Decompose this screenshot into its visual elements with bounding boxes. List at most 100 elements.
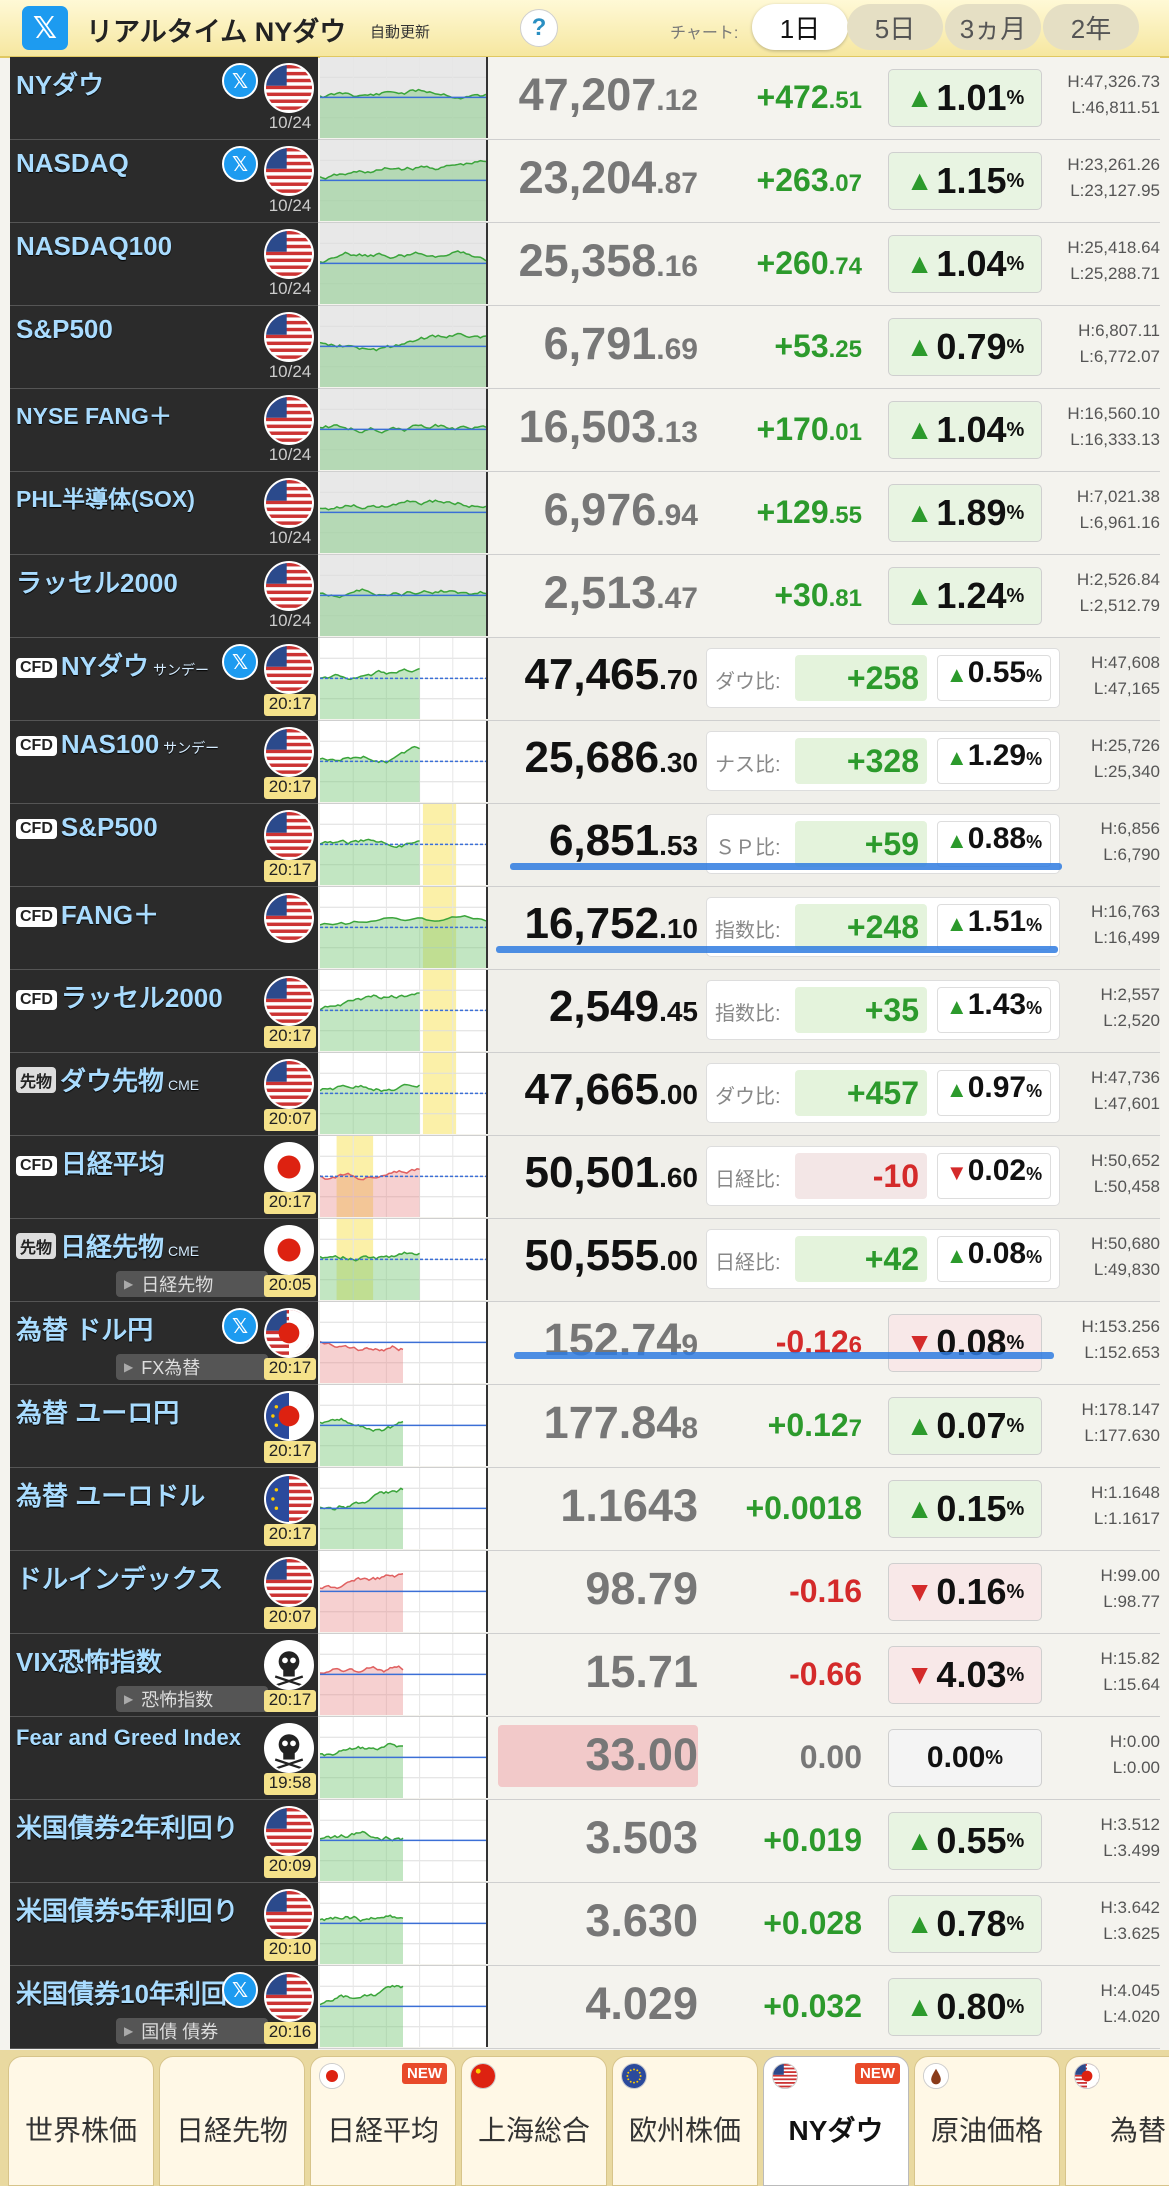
quote-label-panel[interactable]: CFD NYダウ サンデー 𝕏 20:17 (10, 638, 318, 721)
mini-chart[interactable] (320, 638, 488, 719)
x-share-icon[interactable]: 𝕏 (222, 63, 258, 99)
quote-row[interactable]: NYSE FANG＋ 10/24 16,503.13 +170.01 ▲ 1.04% H:1… (10, 389, 1160, 472)
mini-chart[interactable] (320, 1634, 488, 1715)
quote-name[interactable]: 先物 日経先物 CME (16, 1227, 199, 1264)
quote-label-panel[interactable]: CFD 日経平均 20:17 (10, 1136, 318, 1219)
quote-name[interactable]: NYダウ (16, 65, 104, 102)
nav-tab[interactable]: 上海総合 (461, 2056, 607, 2186)
sub-link-button[interactable]: ▶ 日経先物 (116, 1271, 268, 1297)
mini-chart[interactable] (320, 472, 488, 553)
quote-name[interactable]: 先物 ダウ先物 CME (16, 1061, 199, 1098)
quote-label-panel[interactable]: NASDAQ100 10/24 (10, 223, 318, 306)
mini-chart[interactable] (320, 389, 488, 470)
quote-row[interactable]: 為替 ユーロ円 20:17 177.848 +0.127 ▲ 0.07% H:178.147… (10, 1385, 1160, 1468)
quote-name[interactable]: NYSE FANG＋ (16, 397, 172, 431)
mini-chart[interactable] (320, 887, 488, 968)
quote-name[interactable]: NASDAQ100 (16, 231, 172, 262)
quote-row[interactable]: CFD 日経平均 20:17 50,501.60 日経比: -10 ▼0.02% H:… (10, 1136, 1160, 1219)
quote-name[interactable]: 為替 ユーロ円 (16, 1393, 179, 1430)
quote-row[interactable]: PHL半導体(SOX) 10/24 6,976.94 +129.55 ▲ 1.89% H:7… (10, 472, 1160, 555)
quote-label-panel[interactable]: Fear and Greed Index 19:58 (10, 1717, 318, 1800)
quote-label-panel[interactable]: 先物 ダウ先物 CME 20:07 (10, 1053, 318, 1136)
mini-chart[interactable] (320, 306, 488, 387)
quote-label-panel[interactable]: 為替 ユーロ円 20:17 (10, 1385, 318, 1468)
quote-label-panel[interactable]: 米国債券10年利回 𝕏 ▶ 国債 債券 20:16 (10, 1966, 318, 2049)
quote-label-panel[interactable]: VIX恐怖指数 ▶ 恐怖指数 20:17 (10, 1634, 318, 1717)
quote-label-panel[interactable]: 先物 日経先物 CME ▶ 日経先物 20:05 (10, 1219, 318, 1302)
mini-chart[interactable] (320, 1302, 488, 1383)
mini-chart[interactable] (320, 1053, 488, 1134)
quote-name[interactable]: NASDAQ (16, 148, 129, 179)
nav-tab[interactable]: NEW NYダウ (763, 2056, 909, 2186)
quote-name[interactable]: CFD S&P500 (16, 812, 158, 843)
quote-label-panel[interactable]: 米国債券5年利回り 20:10 (10, 1883, 318, 1966)
nav-tab[interactable]: 為替 (1065, 2056, 1169, 2186)
help-button[interactable]: ? (520, 9, 558, 47)
quote-label-panel[interactable]: PHL半導体(SOX) 10/24 (10, 472, 318, 555)
x-share-icon[interactable]: 𝕏 (222, 146, 258, 182)
x-share-icon[interactable]: 𝕏 (222, 1308, 258, 1344)
quote-name[interactable]: 米国債券5年利回り (16, 1891, 238, 1928)
quote-label-panel[interactable]: ラッセル2000 10/24 (10, 555, 318, 638)
quote-row[interactable]: CFD NYダウ サンデー 𝕏 20:17 47,465.70 ダウ比: +258 ▲0.… (10, 638, 1160, 721)
quote-name[interactable]: ドルインデックス (16, 1559, 223, 1596)
quote-name[interactable]: Fear and Greed Index (16, 1725, 241, 1751)
quote-row[interactable]: VIX恐怖指数 ▶ 恐怖指数 20:17 15.71 -0.66 ▼ 4.03% H:15.82… (10, 1634, 1160, 1717)
mini-chart[interactable] (320, 57, 488, 138)
mini-chart[interactable] (320, 1136, 488, 1217)
period-tab-3m[interactable]: 3ヵ月 (945, 4, 1041, 50)
mini-chart[interactable] (320, 721, 488, 802)
quote-row[interactable]: 米国債券5年利回り 20:10 3.630 +0.028 ▲ 0.78% H:3.642 L:… (10, 1883, 1160, 1966)
sub-link-button[interactable]: ▶ FX為替 (116, 1354, 268, 1380)
quote-name[interactable]: CFD ラッセル2000 (16, 978, 223, 1015)
nav-tab[interactable]: 世界株価 (8, 2056, 154, 2186)
quote-name[interactable]: CFD NAS100 サンデー (16, 729, 219, 760)
quote-name[interactable]: S&P500 (16, 314, 113, 345)
period-tab-2y[interactable]: 2年 (1043, 4, 1139, 50)
quote-name[interactable]: VIX恐怖指数 (16, 1642, 162, 1679)
quote-row[interactable]: 為替 ユーロドル 20:17 1.1643 +0.0018 ▲ 0.15% H:1.1648… (10, 1468, 1160, 1551)
quote-row[interactable]: CFD NAS100 サンデー 20:17 25,686.30 ナス比: +328 ▲1… (10, 721, 1160, 804)
quote-row[interactable]: ラッセル2000 10/24 2,513.47 +30.81 ▲ 1.24% H:2,526… (10, 555, 1160, 638)
mini-chart[interactable] (320, 1385, 488, 1466)
sub-link-button[interactable]: ▶ 恐怖指数 (116, 1686, 268, 1712)
quote-label-panel[interactable]: NASDAQ 𝕏 10/24 (10, 140, 318, 223)
quote-row[interactable]: CFD ラッセル2000 20:17 2,549.45 指数比: +35 ▲1.43%… (10, 970, 1160, 1053)
mini-chart[interactable] (320, 804, 488, 885)
quote-row[interactable]: CFD S&P500 20:17 6,851.53 ＳＰ比: +59 ▲0.88% H… (10, 804, 1160, 887)
quote-name[interactable]: 米国債券2年利回り (16, 1808, 238, 1845)
quote-row[interactable]: 米国債券2年利回り 20:09 3.503 +0.019 ▲ 0.55% H:3.512 L:… (10, 1800, 1160, 1883)
nav-tab[interactable]: 日経先物 (159, 2056, 305, 2186)
x-share-icon[interactable]: 𝕏 (222, 1972, 258, 2008)
quote-name[interactable]: 為替 ドル円 (16, 1310, 153, 1347)
quote-name[interactable]: ラッセル2000 (16, 563, 178, 600)
quote-label-panel[interactable]: 為替 ユーロドル 20:17 (10, 1468, 318, 1551)
mini-chart[interactable] (320, 1468, 488, 1549)
quote-label-panel[interactable]: CFD S&P500 20:17 (10, 804, 318, 887)
quote-label-panel[interactable]: CFD FANG＋ (10, 887, 318, 970)
quote-row[interactable]: 為替 ドル円 𝕏 ▶ FX為替 20:17 152.749 -0.126 ▼ 0.08% H:15… (10, 1302, 1160, 1385)
mini-chart[interactable] (320, 555, 488, 636)
mini-chart[interactable] (320, 1800, 488, 1881)
period-tab-5d[interactable]: 5日 (847, 4, 943, 50)
mini-chart[interactable] (320, 970, 488, 1051)
mini-chart[interactable] (320, 223, 488, 304)
quote-row[interactable]: S&P500 10/24 6,791.69 +53.25 ▲ 0.79% H:6,807.1… (10, 306, 1160, 389)
quote-label-panel[interactable]: CFD NAS100 サンデー 20:17 (10, 721, 318, 804)
quote-name[interactable]: 為替 ユーロドル (16, 1476, 205, 1513)
quote-label-panel[interactable]: 米国債券2年利回り 20:09 (10, 1800, 318, 1883)
quote-row[interactable]: 先物 ダウ先物 CME 20:07 47,665.00 ダウ比: +457 ▲0.97%… (10, 1053, 1160, 1136)
sub-link-button[interactable]: ▶ 国債 債券 (116, 2018, 268, 2044)
quote-row[interactable]: 米国債券10年利回 𝕏 ▶ 国債 債券 20:16 4.029 +0.032 ▲ 0.80% H:… (10, 1966, 1160, 2049)
mini-chart[interactable] (320, 1551, 488, 1632)
quote-row[interactable]: NASDAQ 𝕏 10/24 23,204.87 +263.07 ▲ 1.15% H:23,2… (10, 140, 1160, 223)
nav-tab[interactable]: NEW 日経平均 (310, 2056, 456, 2186)
quote-label-panel[interactable]: S&P500 10/24 (10, 306, 318, 389)
quote-label-panel[interactable]: NYSE FANG＋ 10/24 (10, 389, 318, 472)
x-share-icon[interactable]: 𝕏 (22, 6, 68, 50)
quote-name[interactable]: PHL半導体(SOX) (16, 480, 195, 514)
quote-row[interactable]: CFD FANG＋ 16,752.10 指数比: +248 ▲1.51% H:16,… (10, 887, 1160, 970)
mini-chart[interactable] (320, 1966, 488, 2047)
mini-chart[interactable] (320, 1883, 488, 1964)
quote-label-panel[interactable]: CFD ラッセル2000 20:17 (10, 970, 318, 1053)
